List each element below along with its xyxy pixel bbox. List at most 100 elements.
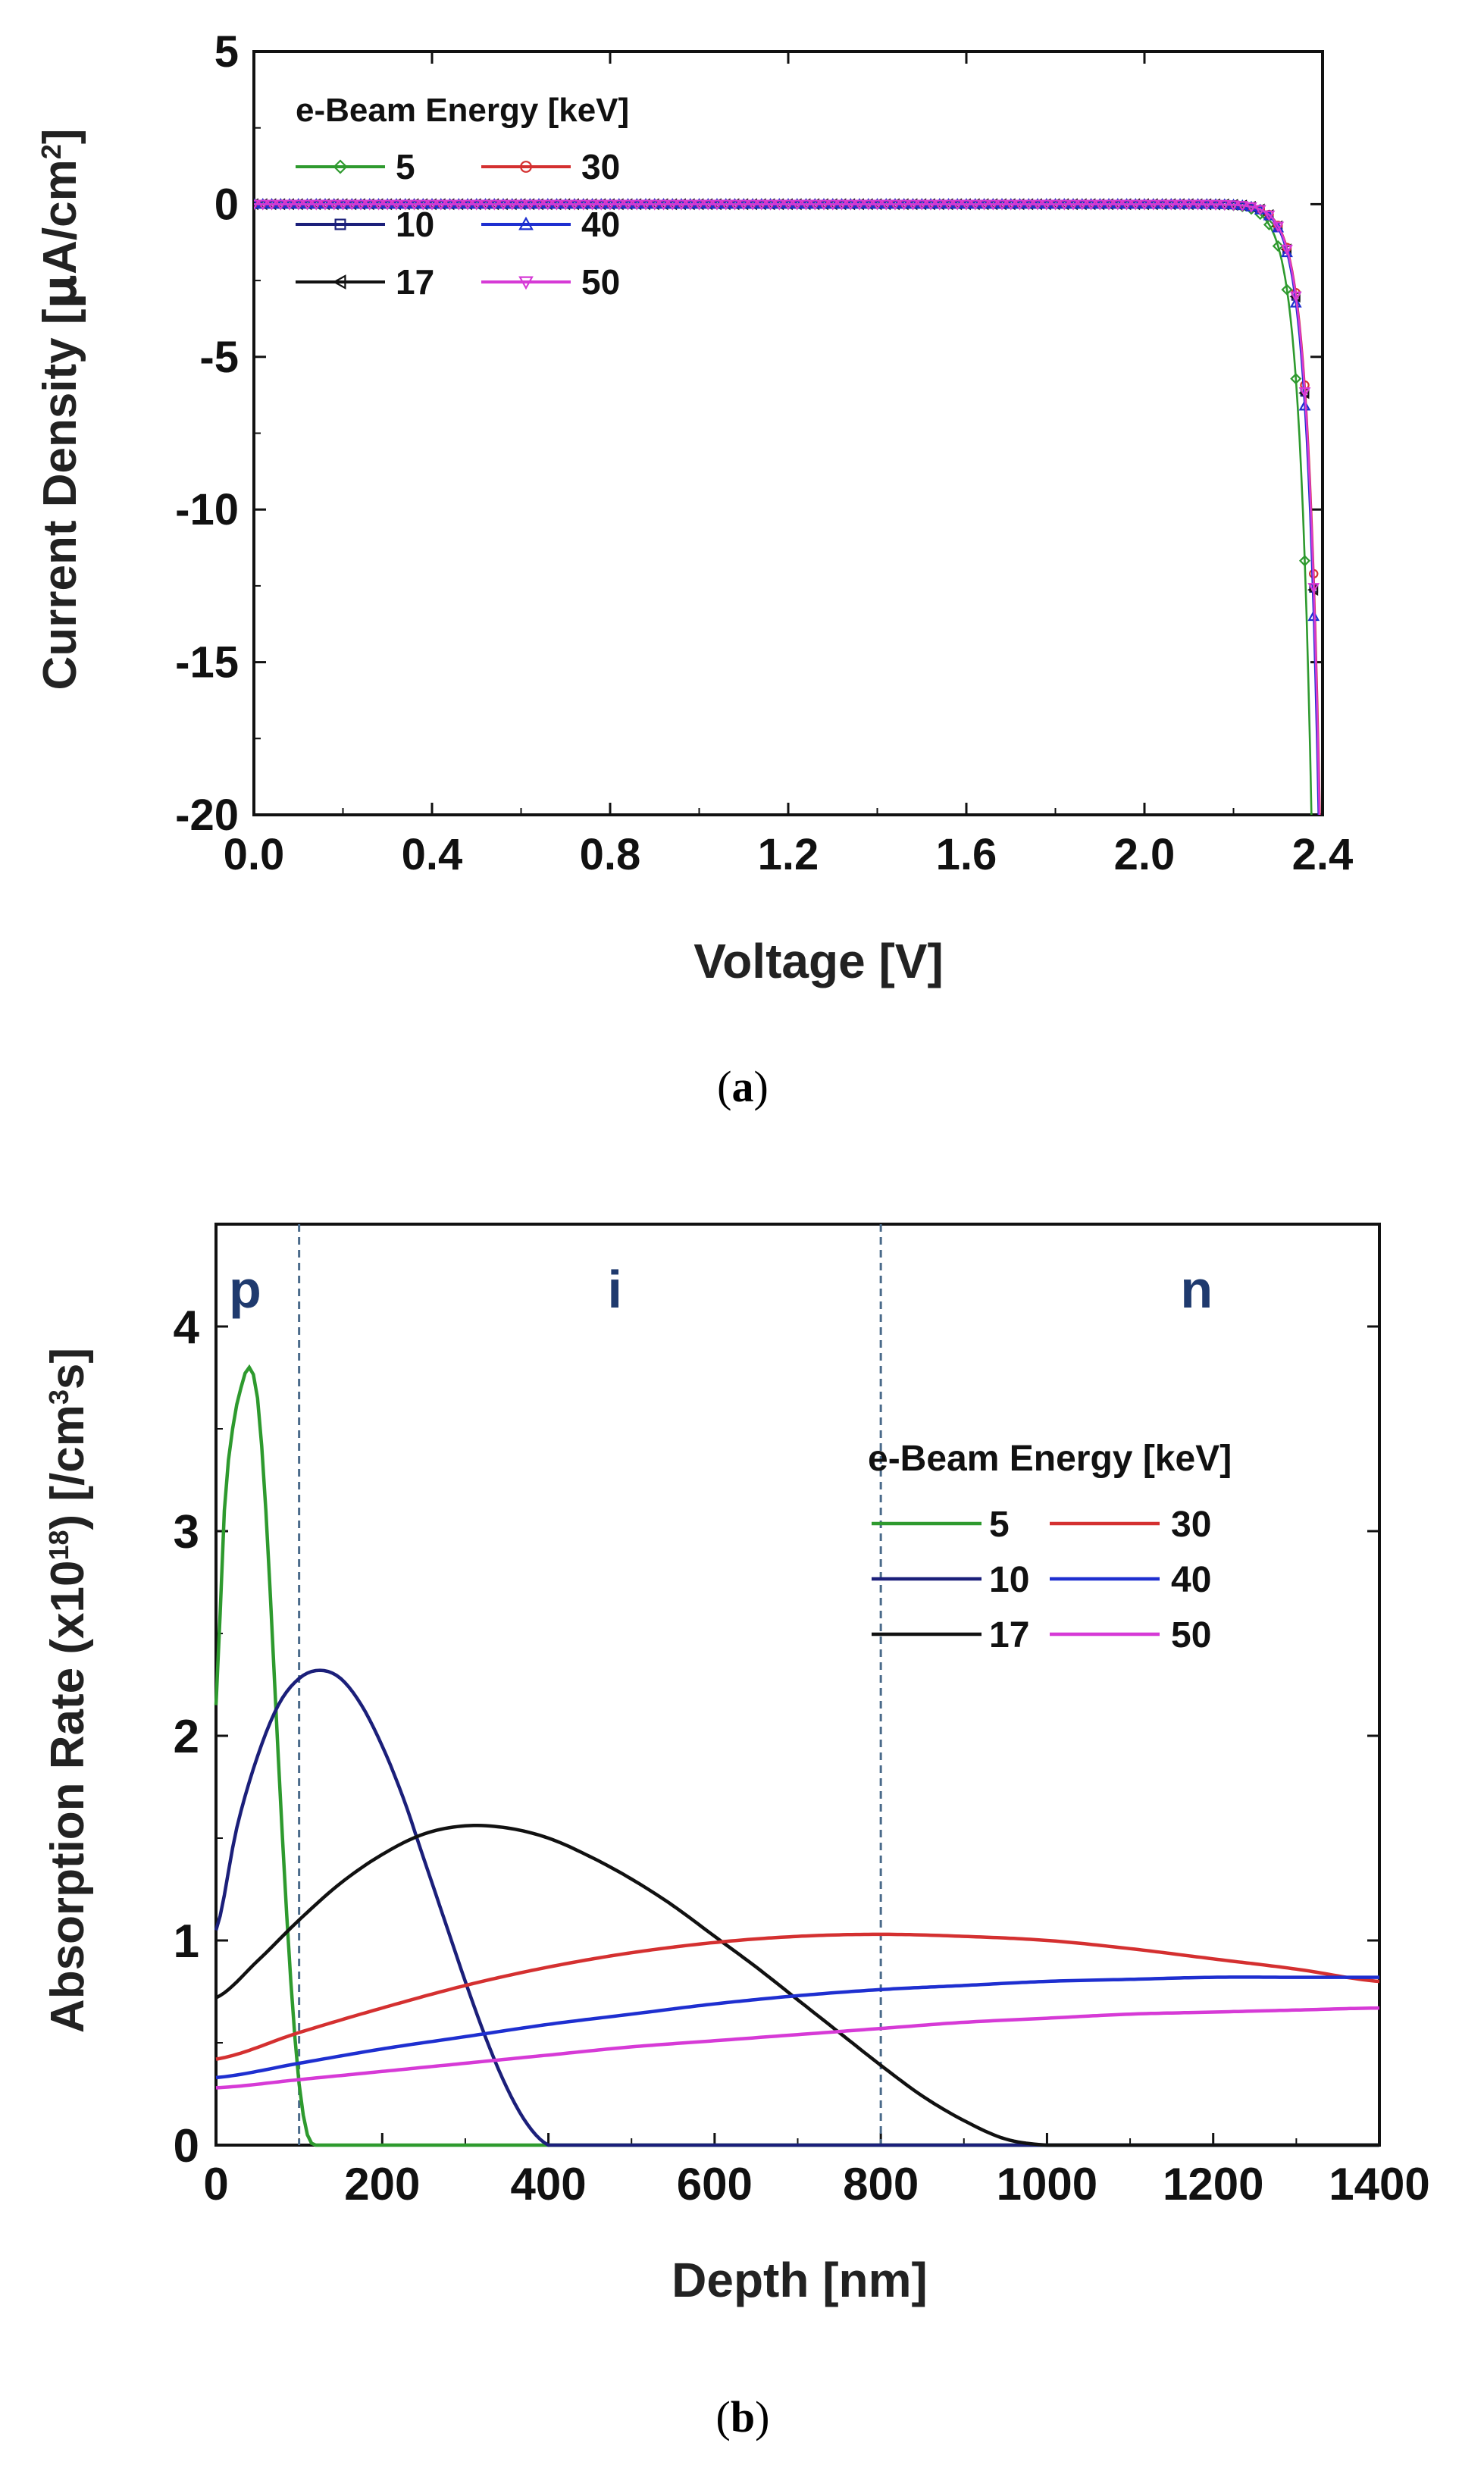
plot-area: 0 200 400 600 800 1000 1200 1400 0 1 2 3 4p i n <box>174 1223 1430 2210</box>
data-point <box>621 199 634 211</box>
data-point <box>337 199 349 211</box>
plot-area: 0.0 0.4 0.8 1.2 1.6 2.0 2.450-5-10-15-20 <box>175 27 1354 879</box>
y-tick-label: 0 <box>214 180 239 229</box>
data-point <box>711 199 723 211</box>
data-point <box>818 199 830 211</box>
legend-marker <box>518 216 534 230</box>
data-point <box>1156 199 1169 211</box>
data-point <box>1210 199 1222 211</box>
absorption-chart: Absorption Rate (x1018) [/cm3s] Depth [n… <box>42 1223 1430 2307</box>
data-point <box>737 199 750 211</box>
series-line-17 <box>254 203 1321 815</box>
series-line-40 <box>215 1975 1379 2080</box>
legend-marker <box>518 276 534 290</box>
legend: e-Beam Energy [keV] 5 10 17 30 40 50 <box>296 92 629 302</box>
legend-item-5: 5 <box>872 1505 1010 1545</box>
data-point <box>1289 296 1302 308</box>
data-point <box>1272 221 1285 233</box>
panel-caption-a: (a) <box>717 1062 769 1111</box>
data-point <box>925 199 937 211</box>
x-tick-label: 400 <box>511 2159 587 2210</box>
data-point <box>301 199 314 211</box>
data-point <box>996 199 1008 211</box>
data-point <box>399 199 412 211</box>
x-tick-label: 1400 <box>1329 2159 1429 2210</box>
data-point <box>550 199 563 211</box>
series-line-50 <box>215 2006 1380 2090</box>
data-point <box>1263 218 1276 230</box>
legend-title: e-Beam Energy [keV] <box>868 1439 1232 1479</box>
data-point <box>408 199 421 211</box>
y-tick-label: -10 <box>175 485 239 534</box>
x-tick-label: 2.0 <box>1114 830 1176 879</box>
series-line-40 <box>254 203 1320 815</box>
data-point <box>987 199 1000 211</box>
legend-item-17: 17 <box>296 262 434 302</box>
data-point <box>1165 199 1178 211</box>
legend-item-5: 5 <box>296 147 415 186</box>
data-point <box>1281 246 1293 258</box>
data-point <box>764 199 777 211</box>
legend-item-40: 40 <box>481 205 620 244</box>
series-markers-17 <box>254 198 1319 597</box>
data-point <box>755 199 768 211</box>
data-point <box>612 199 625 211</box>
data-point <box>524 199 537 211</box>
x-tick-label: 2.4 <box>1292 830 1354 879</box>
data-point <box>1289 291 1302 302</box>
data-point <box>1201 199 1213 211</box>
legend-label: 40 <box>1171 1560 1211 1600</box>
y-tick-label: -15 <box>175 638 239 687</box>
data-point <box>1049 199 1062 211</box>
data-point <box>452 199 465 211</box>
x-tick-label: 0.0 <box>224 830 285 879</box>
data-point <box>1013 199 1026 211</box>
data-point <box>1263 210 1276 221</box>
data-point <box>443 199 456 211</box>
series-line-5 <box>254 203 1313 815</box>
region-label-i: i <box>608 1260 622 1319</box>
data-point <box>809 199 822 211</box>
data-point <box>684 199 697 211</box>
y-axis-title: Absorption Rate (x1018) [/cm3s] <box>42 1348 94 2033</box>
data-point <box>693 199 706 211</box>
legend-marker <box>520 161 532 173</box>
data-point <box>835 199 848 211</box>
data-point <box>310 199 323 211</box>
data-point <box>254 199 260 211</box>
region-label-p: p <box>229 1260 261 1319</box>
data-point <box>346 199 358 211</box>
series-group <box>254 198 1321 815</box>
legend-label: 17 <box>396 262 434 302</box>
y-tick-label: 4 <box>174 1301 200 1354</box>
data-point <box>1111 199 1124 211</box>
data-point <box>631 199 643 211</box>
data-point <box>844 199 857 211</box>
data-point <box>897 199 910 211</box>
data-point <box>497 199 509 211</box>
legend-item-17: 17 <box>872 1615 1029 1655</box>
data-point <box>1307 609 1320 622</box>
legend-marker <box>333 159 348 174</box>
y-axis-title: Current Density [μA/cm2] <box>32 129 87 691</box>
series-markers-10 <box>254 199 1319 593</box>
jv-chart: Current Density [μA/cm2] Voltage [V] 0.0… <box>32 27 1354 988</box>
data-point <box>916 199 928 211</box>
data-point <box>1307 583 1320 594</box>
data-point <box>256 199 269 211</box>
data-point <box>292 199 305 211</box>
data-point <box>871 199 884 211</box>
legend-label: 10 <box>989 1560 1029 1600</box>
svg-text:Current Density [μA/cm2]: Current Density [μA/cm2] <box>32 129 87 691</box>
data-point <box>747 199 759 211</box>
legend-marker <box>332 274 346 290</box>
region-label-n: n <box>1180 1260 1213 1319</box>
data-point <box>1290 373 1302 385</box>
y-tick-label: -5 <box>199 333 239 382</box>
data-point <box>880 199 893 211</box>
legend-label: 30 <box>1171 1505 1211 1545</box>
series-line-10 <box>254 203 1321 815</box>
data-point <box>1058 199 1071 211</box>
y-tick-label: 2 <box>174 1711 199 1763</box>
legend-item-30: 30 <box>1050 1505 1211 1545</box>
